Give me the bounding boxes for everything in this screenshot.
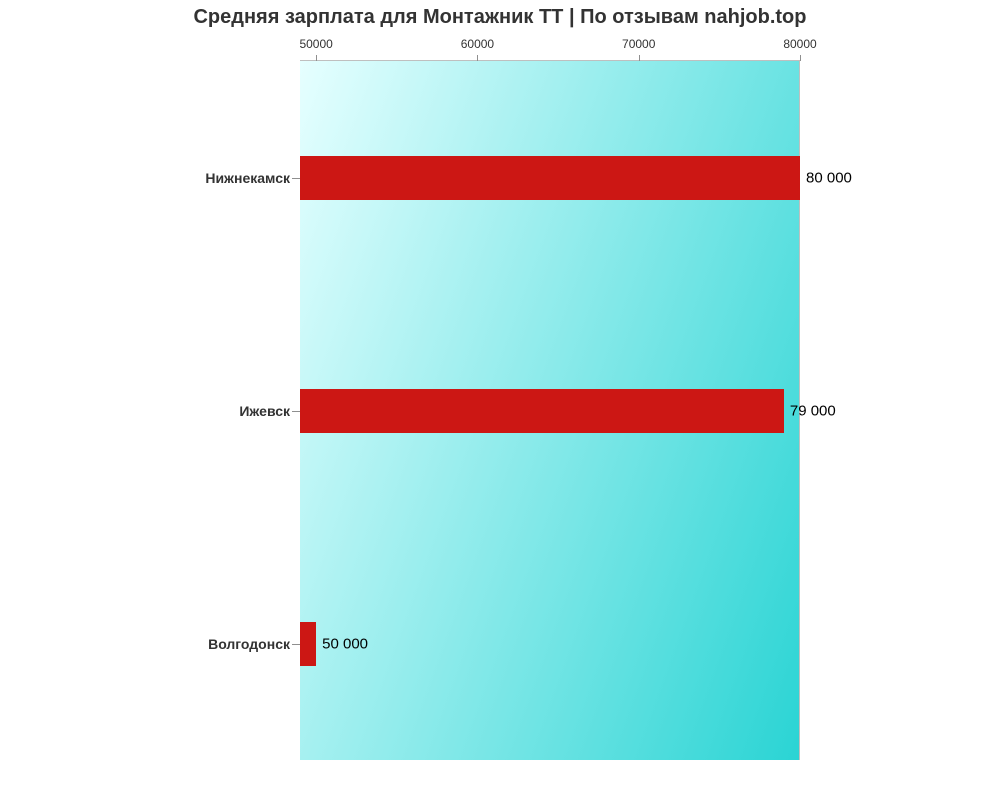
- x-tick: [800, 55, 801, 61]
- y-category-label: Нижнекамск: [205, 170, 300, 186]
- chart-title: Средняя зарплата для Монтажник ТТ | По о…: [0, 0, 1000, 29]
- bar: [300, 622, 316, 666]
- bar: [300, 156, 800, 200]
- y-category-label: Волгодонск: [208, 636, 300, 652]
- salary-chart: Средняя зарплата для Монтажник ТТ | По о…: [0, 0, 1000, 800]
- x-tick-label: 70000: [622, 37, 655, 51]
- x-tick-label: 50000: [299, 37, 332, 51]
- y-category-label: Ижевск: [239, 403, 300, 419]
- bar: [300, 389, 784, 433]
- x-tick-label: 60000: [461, 37, 494, 51]
- bar-value-label: 50 000: [322, 636, 368, 653]
- x-tick-label: 80000: [783, 37, 816, 51]
- bar-value-label: 80 000: [806, 169, 852, 186]
- x-tick: [639, 55, 640, 61]
- x-tick: [316, 55, 317, 61]
- plot-area: 50000600007000080000Нижнекамск80 000Ижев…: [300, 60, 800, 760]
- x-tick: [477, 55, 478, 61]
- bar-value-label: 79 000: [790, 403, 836, 420]
